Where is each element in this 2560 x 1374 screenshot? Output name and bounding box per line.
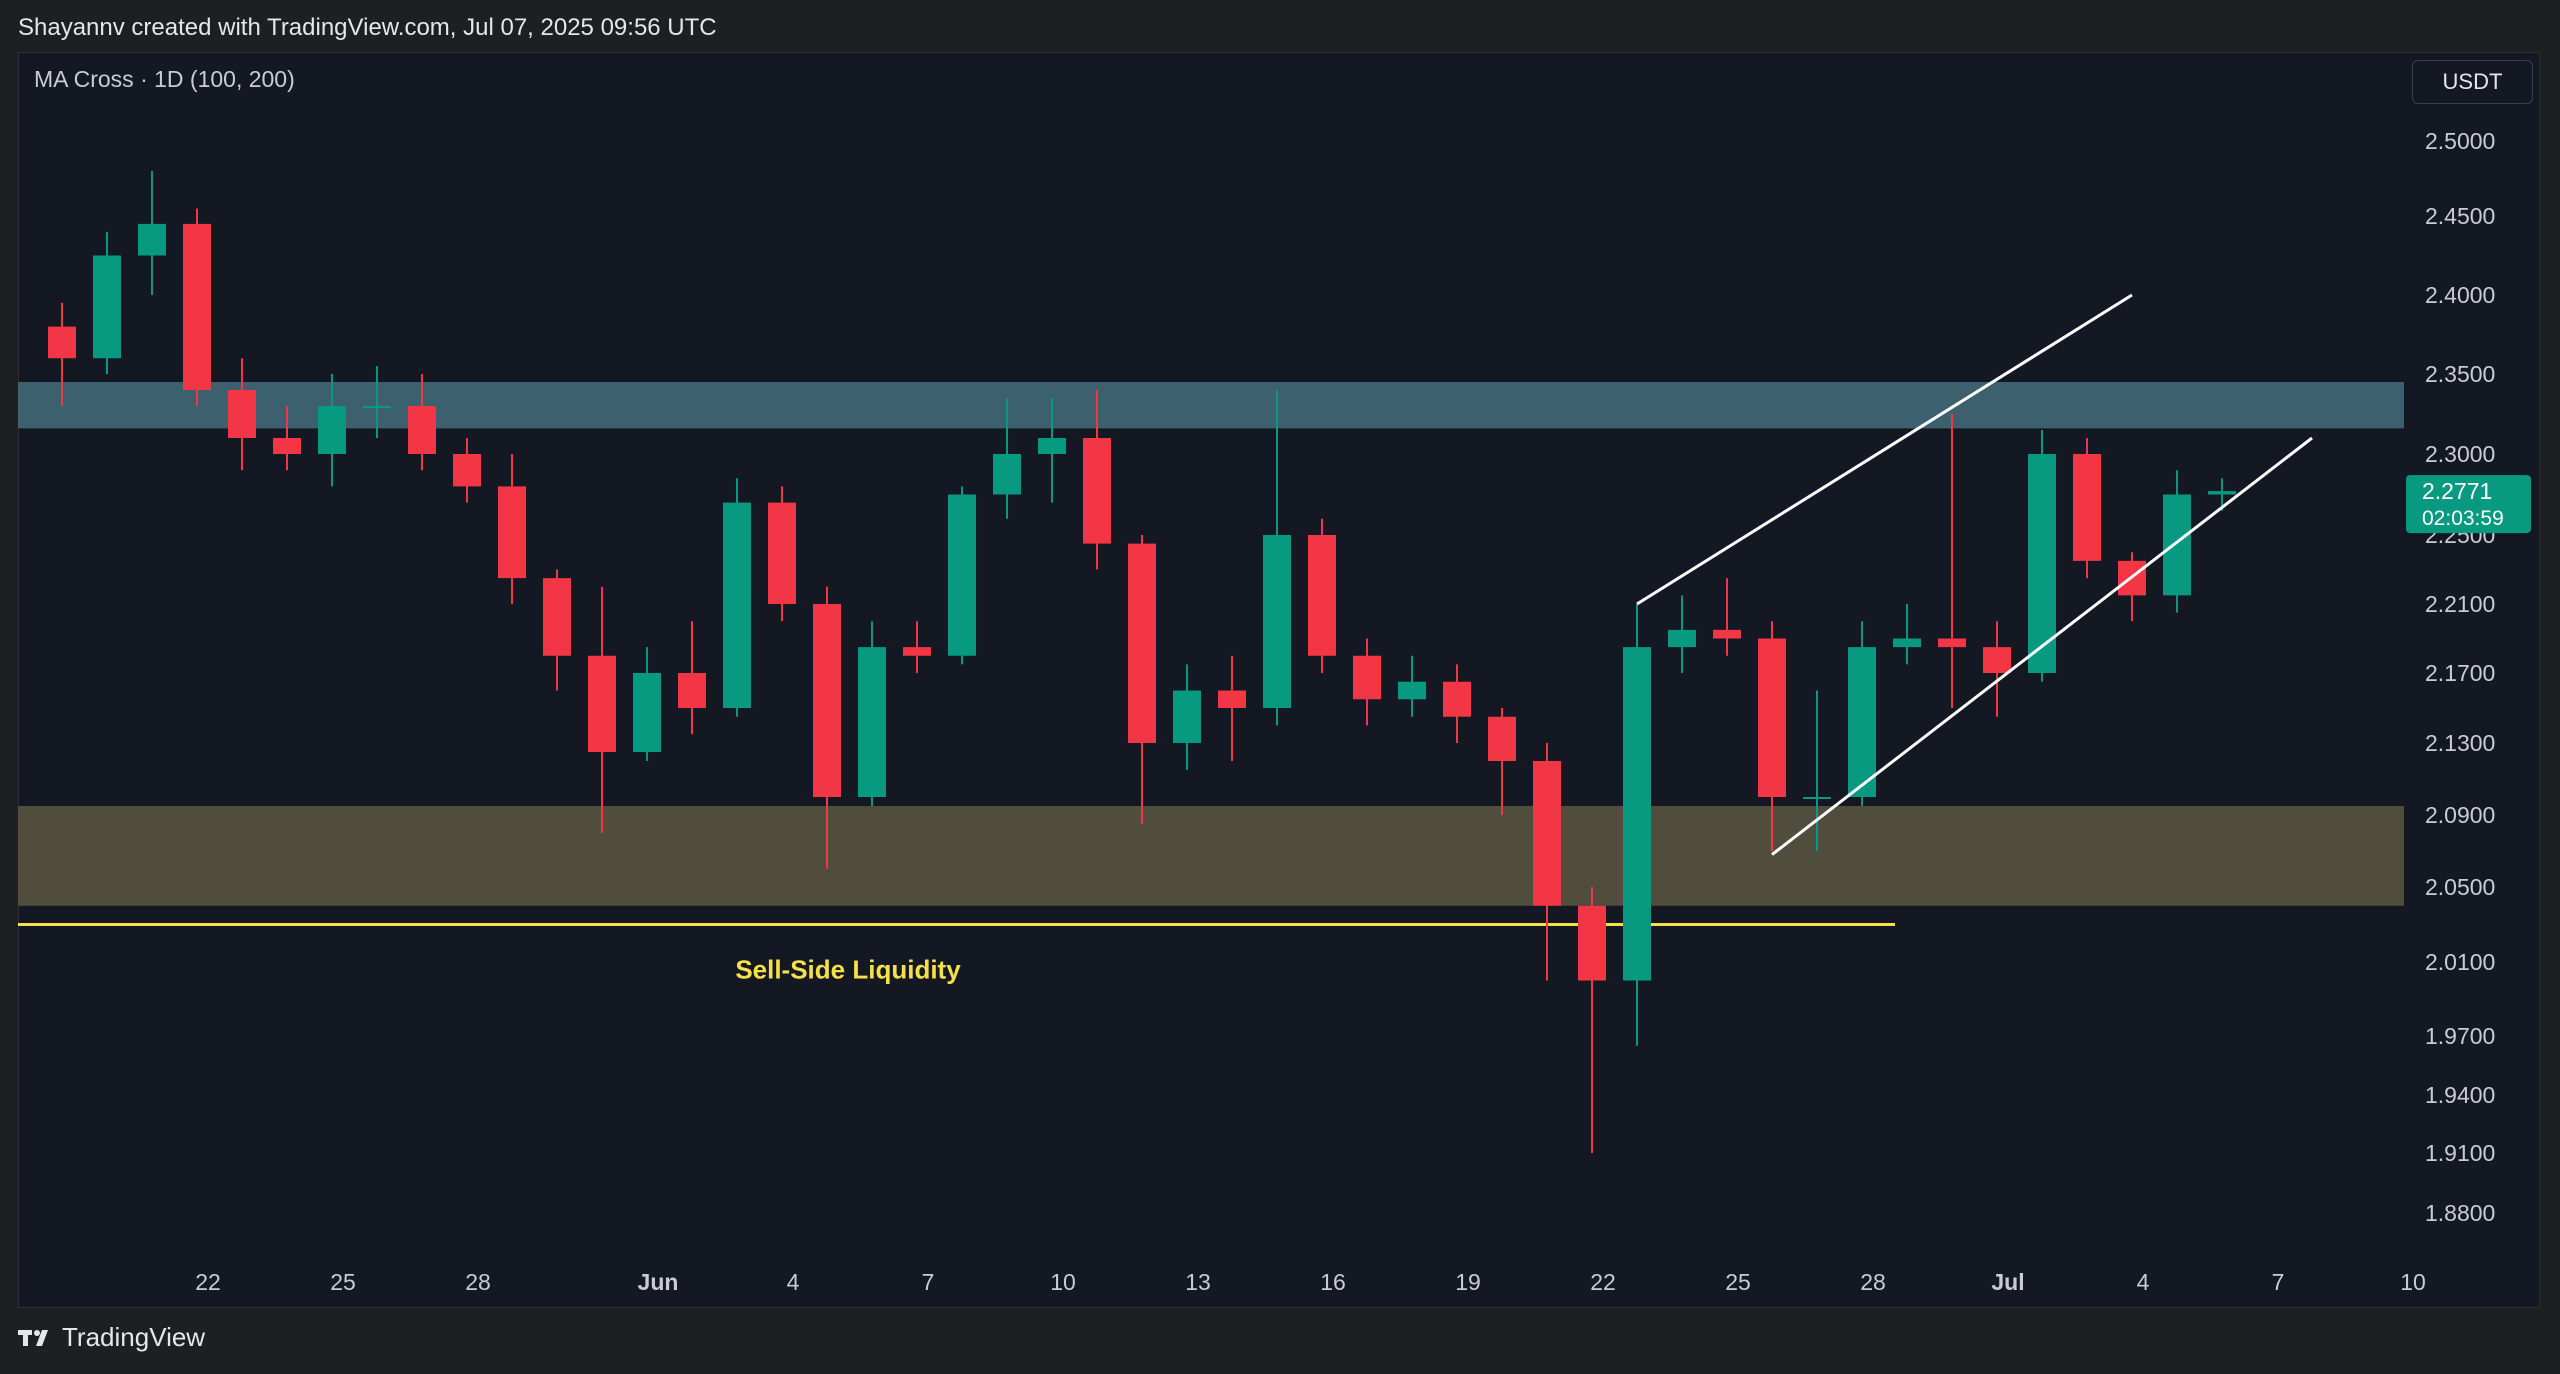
y-tick-label: 2.3500 bbox=[2425, 361, 2495, 387]
candle-body bbox=[408, 406, 436, 454]
x-tick-label: 7 bbox=[922, 1269, 935, 1295]
currency-selector[interactable]: USDT bbox=[2412, 60, 2533, 104]
x-tick-label: Jul bbox=[1991, 1269, 2024, 1295]
candle-body bbox=[318, 406, 346, 454]
channel-upper-line bbox=[1636, 293, 2133, 606]
candle-body bbox=[588, 655, 616, 752]
candle-body bbox=[183, 223, 211, 390]
x-tick-label: 10 bbox=[1050, 1269, 1076, 1295]
candle-body bbox=[1803, 797, 1831, 799]
candle-body bbox=[363, 406, 391, 408]
candle-body bbox=[48, 326, 76, 359]
y-tick-label: 2.1700 bbox=[2425, 660, 2495, 686]
channel-lower-line bbox=[1771, 436, 2313, 856]
candle-countdown: 02:03:59 bbox=[2422, 507, 2504, 530]
y-tick-label: 2.1300 bbox=[2425, 730, 2495, 756]
tradingview-logo-icon bbox=[18, 1329, 48, 1346]
candle-body bbox=[1038, 438, 1066, 454]
x-tick-label: 25 bbox=[330, 1269, 356, 1295]
supply-zone bbox=[18, 382, 2404, 429]
y-tick-label: 2.0100 bbox=[2425, 949, 2495, 975]
candle-body bbox=[1893, 638, 1921, 648]
candle-body bbox=[1353, 655, 1381, 700]
candle-body bbox=[1758, 638, 1786, 797]
candle-body bbox=[1263, 535, 1291, 708]
chart-credit: Shayannv created with TradingView.com, J… bbox=[18, 14, 717, 41]
candle-body bbox=[678, 673, 706, 708]
x-tick-label: 28 bbox=[465, 1269, 491, 1295]
current-price-tag bbox=[2406, 475, 2531, 534]
candle-body bbox=[1713, 629, 1741, 639]
footer-brand: TradingView bbox=[62, 1322, 206, 1352]
y-tick-label: 2.0900 bbox=[2425, 802, 2495, 828]
x-tick-label: 4 bbox=[2137, 1269, 2150, 1295]
y-tick-label: 2.3000 bbox=[2425, 441, 2495, 467]
candle-body bbox=[948, 494, 976, 656]
candle-body bbox=[1938, 638, 1966, 648]
x-tick-label: 13 bbox=[1185, 1269, 1211, 1295]
candle-body bbox=[1983, 647, 2011, 673]
x-tick-label: 22 bbox=[1590, 1269, 1616, 1295]
y-tick-label: 1.9700 bbox=[2425, 1023, 2495, 1049]
y-tick-label: 1.8800 bbox=[2425, 1200, 2495, 1226]
candle-body bbox=[1308, 535, 1336, 656]
candle-body bbox=[1488, 716, 1516, 761]
candle-body bbox=[1578, 905, 1606, 981]
candle-body bbox=[273, 438, 301, 454]
y-tick-label: 2.4000 bbox=[2425, 282, 2495, 308]
candle-body bbox=[633, 673, 661, 752]
sell-side-liquidity-label: Sell-Side Liquidity bbox=[735, 955, 961, 985]
candle-body bbox=[138, 223, 166, 256]
candle-body bbox=[1218, 690, 1246, 708]
candle-body bbox=[1398, 681, 1426, 700]
candle-body bbox=[768, 502, 796, 604]
y-tick-label: 1.9100 bbox=[2425, 1140, 2495, 1166]
candle-body bbox=[2208, 491, 2236, 495]
candle-body bbox=[228, 390, 256, 438]
candle-body bbox=[93, 255, 121, 359]
candle-body bbox=[1443, 681, 1471, 717]
x-tick-label: 19 bbox=[1455, 1269, 1481, 1295]
candle-body bbox=[2073, 454, 2101, 561]
candle-body bbox=[498, 486, 526, 579]
candle-body bbox=[453, 454, 481, 487]
tradingview-logo[interactable]: TradingView bbox=[18, 1322, 205, 1353]
candle-body bbox=[1533, 761, 1561, 906]
candle-body bbox=[1128, 543, 1156, 743]
x-tick-label: 10 bbox=[2400, 1269, 2426, 1295]
x-tick-label: 4 bbox=[787, 1269, 800, 1295]
x-tick-label: 16 bbox=[1320, 1269, 1346, 1295]
candle-body bbox=[1668, 629, 1696, 648]
demand-zone bbox=[18, 806, 2404, 906]
candle-body bbox=[1848, 647, 1876, 797]
x-tick-label: 7 bbox=[2272, 1269, 2285, 1295]
y-tick-label: 2.4500 bbox=[2425, 203, 2495, 229]
candle-body bbox=[1173, 690, 1201, 743]
y-tick-label: 2.2100 bbox=[2425, 591, 2495, 617]
indicator-label[interactable]: MA Cross · 1D (100, 200) bbox=[34, 66, 295, 92]
candle-body bbox=[1083, 438, 1111, 544]
x-tick-label: 25 bbox=[1725, 1269, 1751, 1295]
y-tick-label: 2.5000 bbox=[2425, 128, 2495, 154]
candle-body bbox=[2163, 494, 2191, 596]
candle-body bbox=[813, 604, 841, 797]
candle-body bbox=[1623, 647, 1651, 981]
candle-body bbox=[903, 647, 931, 656]
y-tick-label: 2.0500 bbox=[2425, 874, 2495, 900]
candle-body bbox=[543, 578, 571, 656]
x-tick-label: 28 bbox=[1860, 1269, 1886, 1295]
candle-body bbox=[723, 502, 751, 708]
current-price-value: 2.2771 bbox=[2422, 478, 2492, 504]
y-tick-label: 1.9400 bbox=[2425, 1082, 2495, 1108]
x-tick-label: Jun bbox=[638, 1269, 679, 1295]
candle-body bbox=[993, 454, 1021, 495]
x-tick-label: 22 bbox=[195, 1269, 221, 1295]
candle-body bbox=[858, 647, 886, 797]
candle-body bbox=[2028, 454, 2056, 673]
